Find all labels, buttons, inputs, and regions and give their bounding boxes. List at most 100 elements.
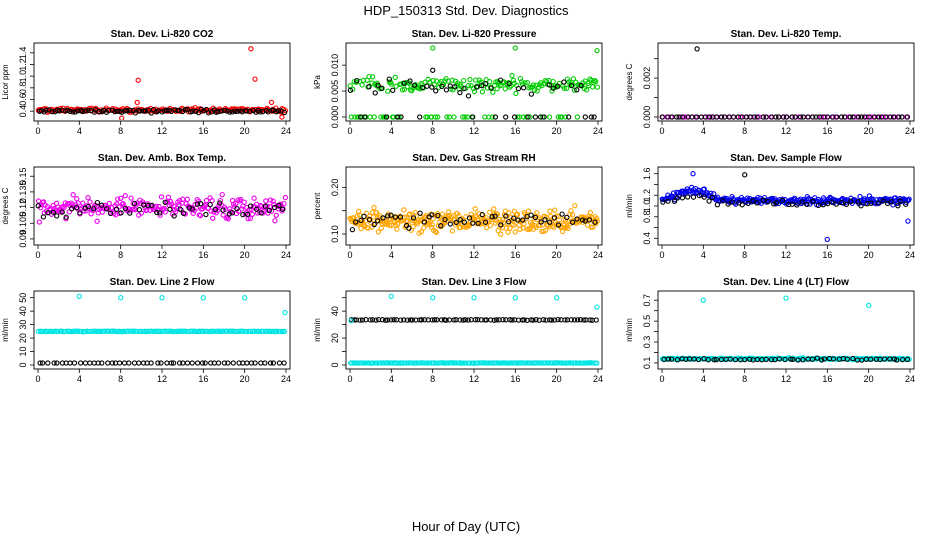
point-black: [375, 218, 381, 224]
point-black: [140, 108, 147, 114]
point-black: [483, 81, 489, 87]
y-axis-label: kPa: [313, 75, 322, 89]
point-black: [79, 108, 86, 115]
point-black: [227, 109, 233, 115]
point-black: [509, 317, 515, 323]
point-magenta: [118, 195, 124, 201]
point-green: [444, 114, 450, 120]
point-black: [109, 360, 115, 366]
figure-title: HDP_150313 Std. Dev. Diagnostics: [364, 3, 569, 18]
point-orange: [560, 217, 567, 223]
point-black: [591, 114, 597, 120]
y-tick-label: 0.005: [330, 80, 340, 103]
outlier-point: [76, 293, 82, 299]
point-black: [465, 317, 471, 323]
point-black: [674, 357, 681, 363]
point-black: [457, 217, 463, 223]
outlier-point: [512, 295, 518, 301]
point-black: [85, 203, 92, 210]
point-green: [495, 78, 501, 85]
point-black: [537, 114, 544, 120]
point-magenta: [128, 195, 134, 201]
point-cyan-low: [503, 360, 509, 366]
point-black: [511, 114, 518, 120]
point-black: [136, 207, 143, 213]
point-orange: [514, 211, 521, 218]
point-orange: [432, 228, 439, 235]
point-black: [404, 317, 410, 323]
point-black: [276, 202, 282, 209]
point-cyan-low: [506, 360, 512, 366]
point-black: [579, 217, 586, 223]
point-magenta: [281, 200, 287, 207]
point-black: [96, 109, 102, 115]
point-black: [85, 107, 91, 113]
point-orange: [435, 223, 442, 229]
point-orange: [572, 202, 578, 209]
point-black: [814, 355, 820, 361]
point-magenta: [208, 208, 214, 214]
point-black: [492, 213, 498, 219]
point-black: [421, 219, 428, 225]
point-magenta: [225, 216, 231, 222]
point-black: [457, 317, 463, 323]
x-tick-label: 16: [822, 126, 832, 136]
point-green: [366, 73, 372, 80]
outlier-point: [252, 76, 258, 82]
point-black: [366, 217, 373, 223]
point-black: [388, 317, 394, 323]
point-black: [676, 114, 682, 120]
point-black: [201, 108, 207, 114]
point-black: [136, 360, 142, 366]
point-black: [417, 317, 423, 323]
point-cyan-high: [197, 328, 203, 335]
point-black: [713, 356, 719, 363]
point-black: [497, 77, 504, 83]
point-green: [479, 89, 486, 95]
panel-grid: Stan. Dev. Li-820 CO2 Licor ppm 0 4 8 12 16 20 2…: [1, 29, 915, 384]
point-black: [593, 317, 599, 323]
point-green: [513, 90, 519, 97]
point-black: [132, 110, 139, 116]
point-black: [77, 210, 83, 216]
point-black: [103, 206, 110, 212]
point-cyan-high: [131, 328, 137, 334]
y-tick-label: 0.105: [18, 212, 28, 235]
point-black: [773, 114, 779, 120]
point-magenta: [85, 195, 91, 201]
point-black: [122, 108, 128, 114]
point-black: [711, 357, 717, 363]
x-ticks: 0 4 8 12 16 20 24: [659, 369, 915, 384]
point-black: [839, 199, 845, 206]
point-black: [838, 114, 845, 120]
point-black: [424, 83, 430, 89]
point-black: [453, 219, 459, 226]
point-black: [842, 114, 848, 120]
x-tick-label: 8: [118, 374, 123, 384]
point-black: [747, 356, 753, 362]
point-black: [574, 216, 580, 222]
point-black: [515, 85, 522, 92]
point-black: [797, 114, 804, 120]
point-black: [461, 219, 467, 225]
y-tick-label: 0.002: [642, 67, 652, 90]
point-black: [193, 108, 199, 115]
x-tick-label: 24: [905, 126, 915, 136]
point-black: [581, 317, 587, 323]
point-black: [564, 214, 570, 221]
point-black: [760, 114, 766, 120]
point-green: [462, 114, 468, 120]
point-black: [720, 198, 726, 204]
points: [35, 191, 289, 225]
x-tick-label: 0: [659, 126, 664, 136]
outlier-point: [430, 67, 436, 73]
point-black: [429, 212, 435, 218]
point-cyan-high: [78, 328, 85, 335]
x-axis-label: Hour of Day (UTC): [412, 519, 520, 534]
point-green: [538, 80, 544, 86]
point-magenta: [94, 218, 100, 224]
outlier-point: [824, 236, 830, 243]
point-black: [98, 202, 105, 208]
point-black: [577, 317, 584, 323]
